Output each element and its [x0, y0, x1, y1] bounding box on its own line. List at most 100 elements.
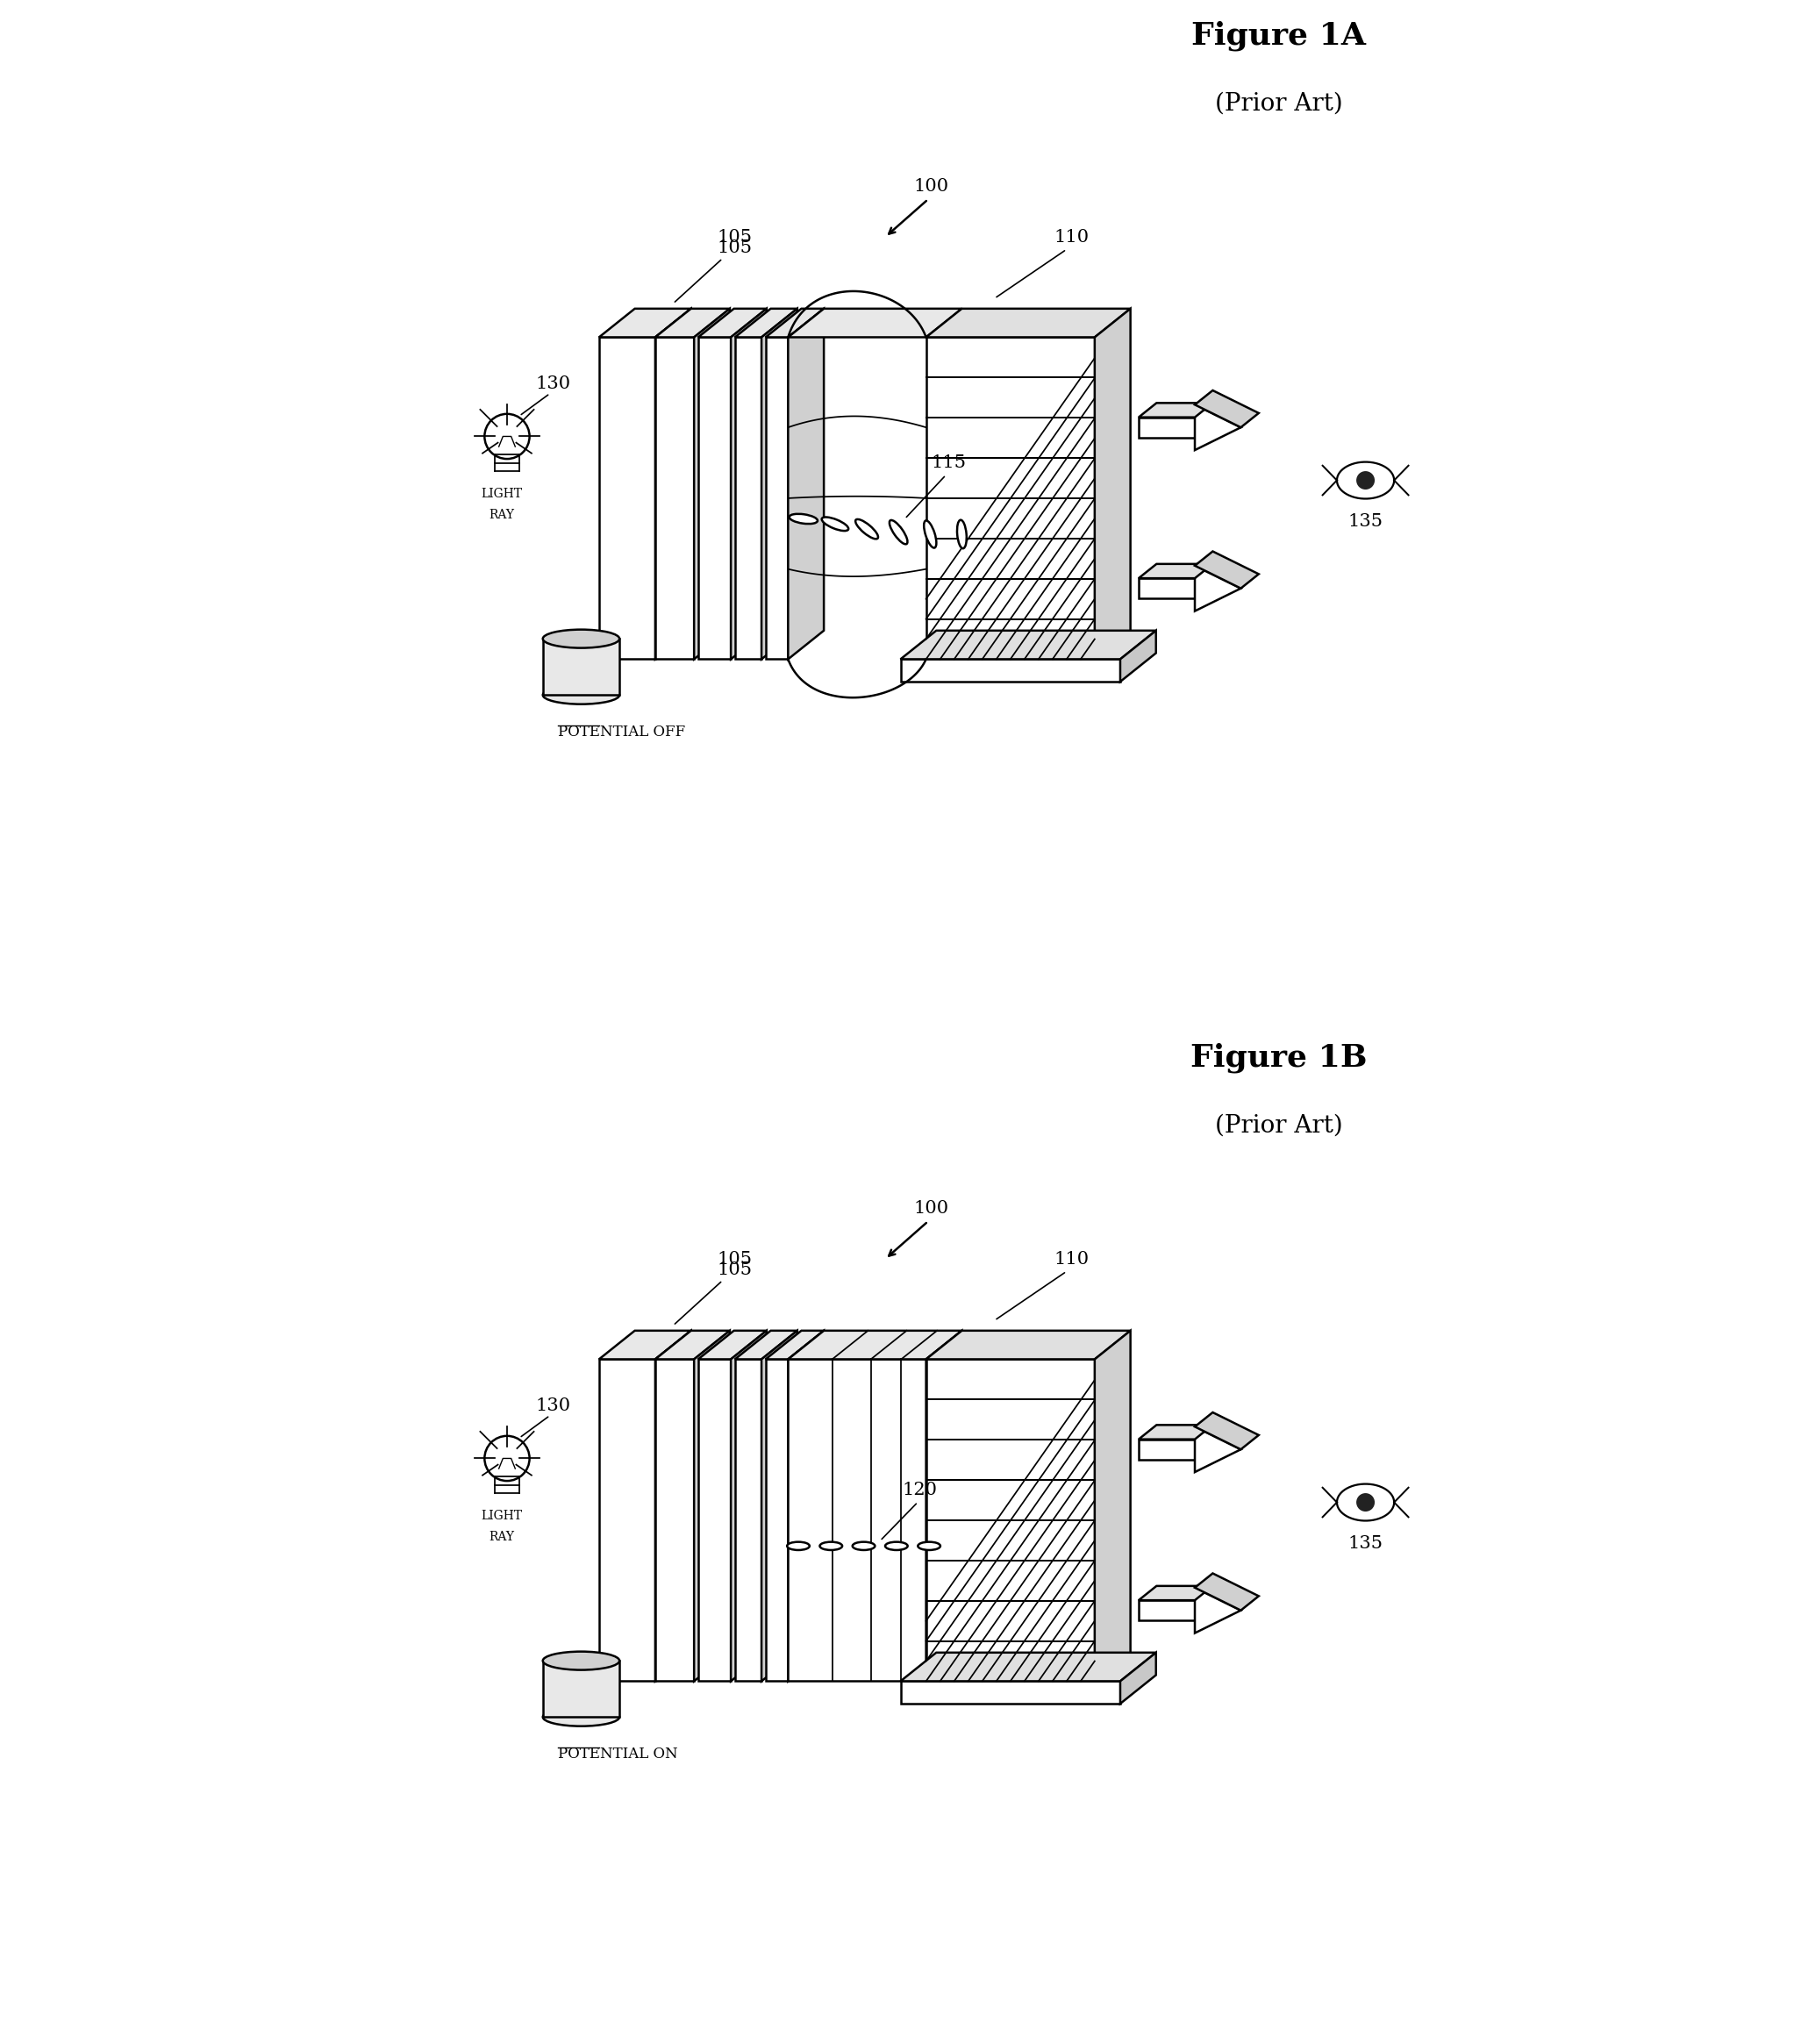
Polygon shape [699, 1331, 767, 1359]
Polygon shape [1138, 403, 1212, 417]
Text: 100: 100 [913, 178, 949, 194]
Polygon shape [1095, 309, 1131, 658]
Text: 105: 105 [717, 229, 753, 245]
Polygon shape [693, 309, 729, 658]
Text: 105: 105 [675, 1261, 753, 1325]
Text: 135: 135 [1347, 513, 1383, 529]
Polygon shape [926, 1331, 1131, 1359]
Polygon shape [900, 658, 1120, 683]
Polygon shape [1138, 1586, 1212, 1600]
Polygon shape [542, 638, 620, 695]
Ellipse shape [855, 519, 879, 540]
Ellipse shape [789, 513, 818, 523]
Ellipse shape [542, 687, 620, 703]
Polygon shape [735, 309, 798, 337]
Polygon shape [693, 1331, 729, 1680]
Polygon shape [1194, 390, 1259, 427]
Polygon shape [1120, 632, 1156, 683]
Polygon shape [1138, 1439, 1194, 1459]
Polygon shape [1194, 1588, 1241, 1633]
Polygon shape [765, 309, 823, 337]
Polygon shape [656, 1331, 692, 1680]
Text: 100: 100 [913, 1200, 949, 1216]
Text: (Prior Art): (Prior Art) [1214, 1114, 1342, 1139]
Polygon shape [735, 1359, 762, 1680]
Circle shape [484, 1435, 529, 1480]
Polygon shape [1138, 1425, 1212, 1439]
Polygon shape [1194, 552, 1259, 589]
Polygon shape [765, 337, 789, 658]
Polygon shape [699, 309, 767, 337]
Polygon shape [1194, 1412, 1259, 1449]
Polygon shape [926, 1331, 962, 1680]
Text: RAY: RAY [490, 509, 515, 521]
Polygon shape [699, 337, 731, 658]
Text: 110: 110 [1054, 229, 1090, 245]
Polygon shape [762, 1331, 798, 1680]
Polygon shape [926, 337, 1095, 658]
Polygon shape [926, 309, 1131, 337]
Text: POTENTIAL OFF: POTENTIAL OFF [558, 724, 686, 740]
Ellipse shape [787, 1541, 809, 1549]
Polygon shape [900, 1680, 1120, 1705]
Polygon shape [731, 1331, 767, 1680]
Text: Figure 1B: Figure 1B [1190, 1042, 1367, 1073]
Polygon shape [656, 1359, 693, 1680]
Text: Figure 1A: Figure 1A [1190, 20, 1365, 51]
Polygon shape [1120, 1652, 1156, 1705]
Polygon shape [699, 1359, 731, 1680]
Polygon shape [900, 632, 1156, 658]
Ellipse shape [924, 521, 937, 548]
Polygon shape [656, 337, 693, 658]
Ellipse shape [542, 1709, 620, 1725]
Ellipse shape [819, 1541, 843, 1549]
Text: 115: 115 [931, 454, 967, 472]
Ellipse shape [884, 1541, 908, 1549]
Polygon shape [600, 337, 656, 658]
Text: 135: 135 [1347, 1535, 1383, 1551]
Text: RAY: RAY [490, 1531, 515, 1543]
Circle shape [1356, 472, 1374, 491]
Circle shape [1356, 1492, 1374, 1513]
Polygon shape [600, 1359, 656, 1680]
Ellipse shape [542, 630, 620, 648]
Ellipse shape [956, 519, 967, 548]
Polygon shape [789, 309, 823, 658]
Polygon shape [656, 309, 692, 658]
Text: 130: 130 [535, 376, 571, 392]
Text: 105: 105 [675, 239, 753, 303]
Polygon shape [765, 1331, 823, 1359]
Polygon shape [762, 309, 798, 658]
Polygon shape [1138, 578, 1194, 599]
Polygon shape [765, 1359, 789, 1680]
Polygon shape [600, 1331, 692, 1359]
Ellipse shape [542, 1652, 620, 1670]
Polygon shape [1138, 1600, 1194, 1621]
Polygon shape [789, 309, 962, 337]
Polygon shape [1194, 1427, 1241, 1472]
Polygon shape [1095, 1331, 1131, 1680]
Text: POTENTIAL ON: POTENTIAL ON [558, 1746, 677, 1762]
Text: LIGHT: LIGHT [481, 489, 522, 501]
Polygon shape [542, 1660, 620, 1717]
Ellipse shape [821, 517, 848, 531]
Polygon shape [789, 290, 926, 697]
Polygon shape [656, 1331, 729, 1359]
Ellipse shape [919, 1541, 940, 1549]
Polygon shape [789, 1331, 823, 1680]
Polygon shape [1138, 564, 1212, 578]
Polygon shape [900, 1652, 1156, 1680]
Text: 120: 120 [902, 1482, 938, 1498]
Polygon shape [789, 1331, 962, 1359]
Polygon shape [1194, 405, 1241, 450]
Ellipse shape [852, 1541, 875, 1549]
Text: 130: 130 [535, 1398, 571, 1414]
Polygon shape [1194, 1574, 1259, 1611]
Polygon shape [735, 337, 762, 658]
Text: LIGHT: LIGHT [481, 1511, 522, 1523]
Ellipse shape [890, 519, 908, 544]
Polygon shape [1194, 566, 1241, 611]
Polygon shape [926, 1359, 1095, 1680]
Polygon shape [1138, 417, 1194, 437]
Circle shape [484, 413, 529, 460]
